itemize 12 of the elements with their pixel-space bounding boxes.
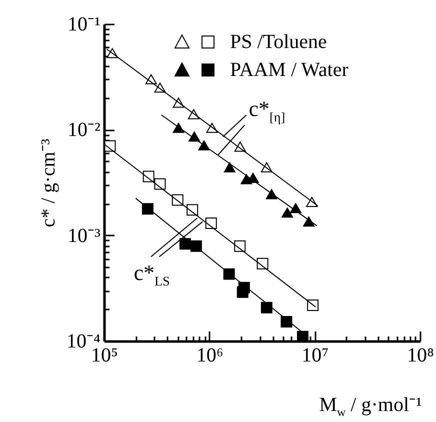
annotation: c*$_{[η]}$ xyxy=(248,96,286,124)
x-tick-label: 10⁸ xyxy=(407,344,434,366)
legend-label: PAAM / Water xyxy=(230,58,348,82)
y-axis-title: c* / g·cm⁻³ xyxy=(38,138,60,228)
y-tick-label: 10⁻² xyxy=(68,119,100,142)
x-axis-title: M$_{w}$ / g·mol⁻¹ xyxy=(319,393,422,420)
x-tick-label: 10⁶ xyxy=(196,344,224,366)
x-tick-label: 10⁷ xyxy=(302,344,329,366)
y-tick-label: 10⁻¹ xyxy=(68,14,100,36)
legend-label: PS /Toluene xyxy=(230,30,327,54)
y-tick-label: 10⁻³ xyxy=(68,224,100,247)
annotation: c*$_{LS}$ xyxy=(134,260,170,288)
